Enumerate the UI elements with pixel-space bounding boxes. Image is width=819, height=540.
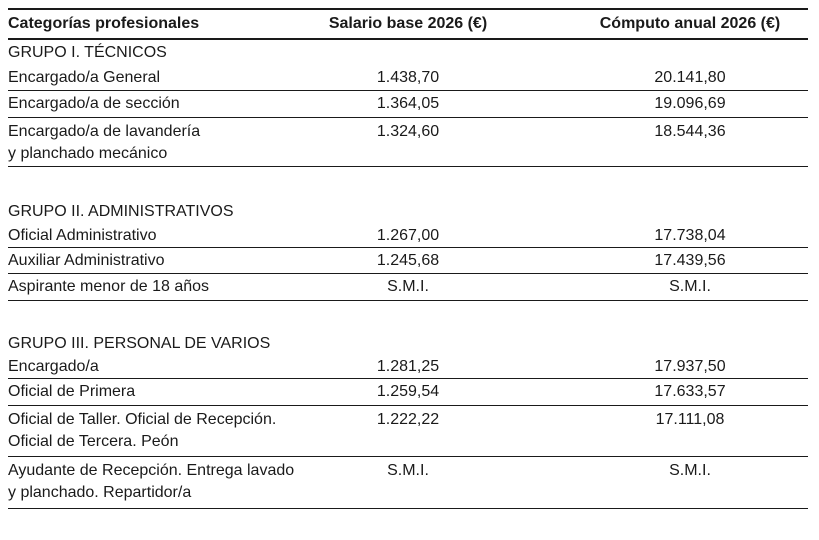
- table-row: Oficial de Taller. Oficial de Recepción.…: [8, 406, 808, 457]
- salario-base-cell: 1.267,00: [376, 226, 440, 244]
- salario-base-cell: 1.259,54: [376, 383, 440, 400]
- table-row: Auxiliar Administrativo 1.245,68 17.439,…: [8, 248, 808, 274]
- category-cell: Aspirante menor de 18 años: [8, 278, 210, 295]
- salario-base-cell: 1.438,70: [376, 68, 440, 86]
- table-header-row: Categorías profesionales Salario base 20…: [8, 10, 808, 40]
- salario-base-cell: 1.324,60: [376, 123, 440, 140]
- column-header-salario-base: Salario base 2026 (€): [328, 15, 488, 32]
- table-row: Aspirante menor de 18 años S.M.I. S.M.I.: [8, 274, 808, 301]
- table-row: Encargado/a 1.281,25 17.937,50: [8, 355, 808, 379]
- category-cell: Oficial de Taller. Oficial de Recepción.…: [8, 411, 277, 450]
- computo-anual-cell: S.M.I.: [669, 278, 711, 295]
- table-row: Encargado/a de lavandería y planchado me…: [8, 118, 808, 167]
- category-cell: Encargado/a General: [8, 68, 161, 86]
- computo-anual-cell: 17.439,56: [654, 251, 726, 269]
- computo-anual-cell: 17.937,50: [654, 357, 726, 375]
- section-gap: [8, 167, 808, 199]
- section-title-grupo-3: GRUPO III. PERSONAL DE VARIOS: [8, 335, 271, 352]
- computo-anual-cell: S.M.I.: [669, 462, 711, 479]
- salario-base-cell: S.M.I.: [387, 462, 429, 479]
- category-cell: Encargado/a de lavandería y planchado me…: [8, 123, 201, 162]
- category-cell: Encargado/a de sección: [8, 95, 180, 112]
- table-row: Encargado/a de sección 1.364,05 19.096,6…: [8, 91, 808, 118]
- table-row: Oficial de Primera 1.259,54 17.633,57: [8, 379, 808, 406]
- salario-base-cell: S.M.I.: [387, 278, 429, 295]
- category-cell: Ayudante de Recepción. Entrega lavado y …: [8, 462, 295, 501]
- section-title-grupo-2: GRUPO II. ADMINISTRATIVOS: [8, 202, 234, 220]
- column-header-computo-anual: Cómputo anual 2026 (€): [599, 15, 781, 32]
- computo-anual-cell: 17.738,04: [654, 226, 726, 244]
- salary-table: Categorías profesionales Salario base 20…: [8, 8, 808, 509]
- table-row: Encargado/a General 1.438,70 20.141,80: [8, 65, 808, 91]
- category-cell: Oficial Administrativo: [8, 226, 157, 244]
- section-gap: [8, 301, 808, 333]
- computo-anual-cell: 18.544,36: [654, 123, 726, 140]
- category-cell: Encargado/a: [8, 357, 99, 375]
- section-title-grupo-1: GRUPO I. TÉCNICOS: [8, 43, 167, 61]
- column-header-categorias: Categorías profesionales: [8, 15, 200, 32]
- table-row: Ayudante de Recepción. Entrega lavado y …: [8, 457, 808, 509]
- salario-base-cell: 1.364,05: [376, 95, 440, 112]
- table-row: Oficial Administrativo 1.267,00 17.738,0…: [8, 224, 808, 248]
- salario-base-cell: 1.222,22: [376, 411, 440, 428]
- category-cell: Oficial de Primera: [8, 383, 136, 400]
- computo-anual-cell: 19.096,69: [654, 95, 726, 112]
- category-cell: Auxiliar Administrativo: [8, 251, 165, 269]
- computo-anual-cell: 20.141,80: [654, 68, 726, 86]
- salario-base-cell: 1.281,25: [376, 357, 440, 375]
- computo-anual-cell: 17.111,08: [655, 411, 725, 428]
- computo-anual-cell: 17.633,57: [654, 383, 726, 400]
- salario-base-cell: 1.245,68: [376, 251, 440, 269]
